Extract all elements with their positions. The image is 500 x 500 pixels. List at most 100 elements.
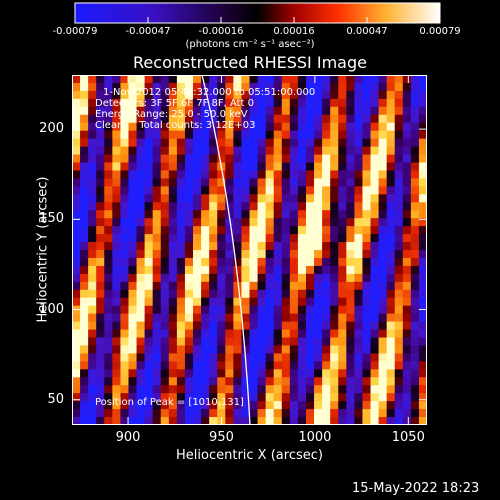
heatmap-cell [184, 305, 194, 315]
heatmap-cell [273, 226, 283, 235]
heatmap-cell [120, 393, 130, 402]
heatmap-cell [305, 106, 315, 116]
heatmap-cell [128, 162, 138, 172]
heatmap-cell [225, 122, 234, 132]
heatmap-cell [88, 321, 97, 331]
heatmap-cell [193, 273, 202, 283]
heatmap-cell [305, 114, 315, 124]
heatmap-cell [217, 90, 226, 100]
heatmap-cell [225, 377, 234, 386]
heatmap-cell [322, 218, 331, 227]
heatmap-cell [144, 146, 154, 156]
heatmap-cell [338, 218, 347, 227]
heatmap-cell [402, 345, 412, 354]
heatmap-cell [370, 202, 380, 211]
heatmap-cell [418, 289, 427, 299]
heatmap-cell [136, 401, 146, 410]
heatmap-cell [80, 234, 89, 243]
heatmap-cell [362, 313, 372, 323]
heatmap-cell [144, 122, 154, 132]
heatmap-cell [418, 377, 427, 386]
heatmap-cell [144, 257, 154, 267]
heatmap-cell [257, 345, 267, 354]
heatmap-cell [193, 114, 202, 124]
heatmap-cell [322, 186, 331, 195]
heatmap-cell [410, 385, 420, 394]
heatmap-cell [96, 265, 105, 275]
heatmap-cell [209, 337, 218, 347]
heatmap-cell [394, 75, 404, 84]
heatmap-cell [281, 273, 291, 283]
heatmap-cell [330, 250, 339, 259]
heatmap-cell [144, 377, 154, 386]
heatmap-cell [370, 281, 380, 291]
heatmap-cell [305, 321, 315, 331]
heatmap-cell [346, 305, 355, 315]
heatmap-cell [330, 130, 339, 140]
heatmap-cell [241, 305, 251, 315]
heatmap-cell [96, 170, 105, 179]
heatmap-cell [378, 178, 388, 187]
heatmap-cell [338, 170, 347, 179]
heatmap-cell [168, 178, 178, 187]
heatmap-cell [112, 313, 122, 323]
heatmap-cell [104, 186, 113, 195]
heatmap-cell [96, 257, 105, 267]
heatmap-cell [80, 313, 89, 323]
heatmap-cell [338, 409, 347, 418]
heatmap-cell [241, 401, 251, 410]
heatmap-cell [80, 257, 89, 267]
heatmap-cell [330, 114, 339, 124]
heatmap-cell [289, 289, 299, 299]
heatmap-cell [193, 226, 202, 235]
heatmap-cell [152, 178, 162, 187]
heatmap-cell [281, 353, 291, 362]
heatmap-cell [217, 273, 226, 283]
heatmap-cell [354, 130, 364, 140]
heatmap-cell [112, 90, 122, 100]
heatmap-cell [241, 337, 251, 347]
heatmap-cell [136, 154, 146, 164]
heatmap-cell [362, 218, 372, 227]
heatmap-cell [136, 369, 146, 378]
heatmap-cell [225, 154, 234, 164]
heatmap-cell [104, 106, 113, 116]
heatmap-cell [265, 130, 275, 140]
heatmap-cell [394, 401, 404, 410]
heatmap-cell [128, 417, 138, 425]
heatmap-cell [322, 90, 331, 100]
heatmap-cell [281, 82, 291, 92]
heatmap-cell [120, 210, 130, 219]
heatmap-cell [386, 313, 396, 323]
heatmap-cell [193, 178, 202, 187]
heatmap-cell [338, 146, 347, 156]
heatmap-cell [418, 186, 427, 195]
heatmap-cell [136, 289, 146, 299]
heatmap-cell [120, 401, 130, 410]
heatmap-cell [80, 210, 89, 219]
heatmap-cell [128, 130, 138, 140]
heatmap-cell [201, 242, 210, 251]
heatmap-cell [386, 297, 396, 307]
heatmap-cell [201, 353, 210, 362]
heatmap-cell [346, 138, 355, 148]
heatmap-cell [410, 114, 420, 124]
heatmap-cell [233, 98, 243, 108]
heatmap-cell [233, 130, 243, 140]
heatmap-cell [410, 122, 420, 132]
heatmap-cell [128, 257, 138, 267]
heatmap-cell [330, 146, 339, 156]
heatmap-cell [104, 234, 113, 243]
heatmap-cell [217, 377, 226, 386]
heatmap-cell [378, 305, 388, 315]
heatmap-cell [88, 75, 97, 84]
heatmap-cell [72, 385, 81, 394]
heatmap-cell [128, 82, 138, 92]
heatmap-cell [322, 154, 331, 164]
heatmap-cell [168, 417, 178, 425]
heatmap-cell [322, 337, 331, 347]
heatmap-cell [80, 281, 89, 291]
heatmap-cell [241, 154, 251, 164]
heatmap-cell [265, 393, 275, 402]
heatmap-cell [410, 170, 420, 179]
